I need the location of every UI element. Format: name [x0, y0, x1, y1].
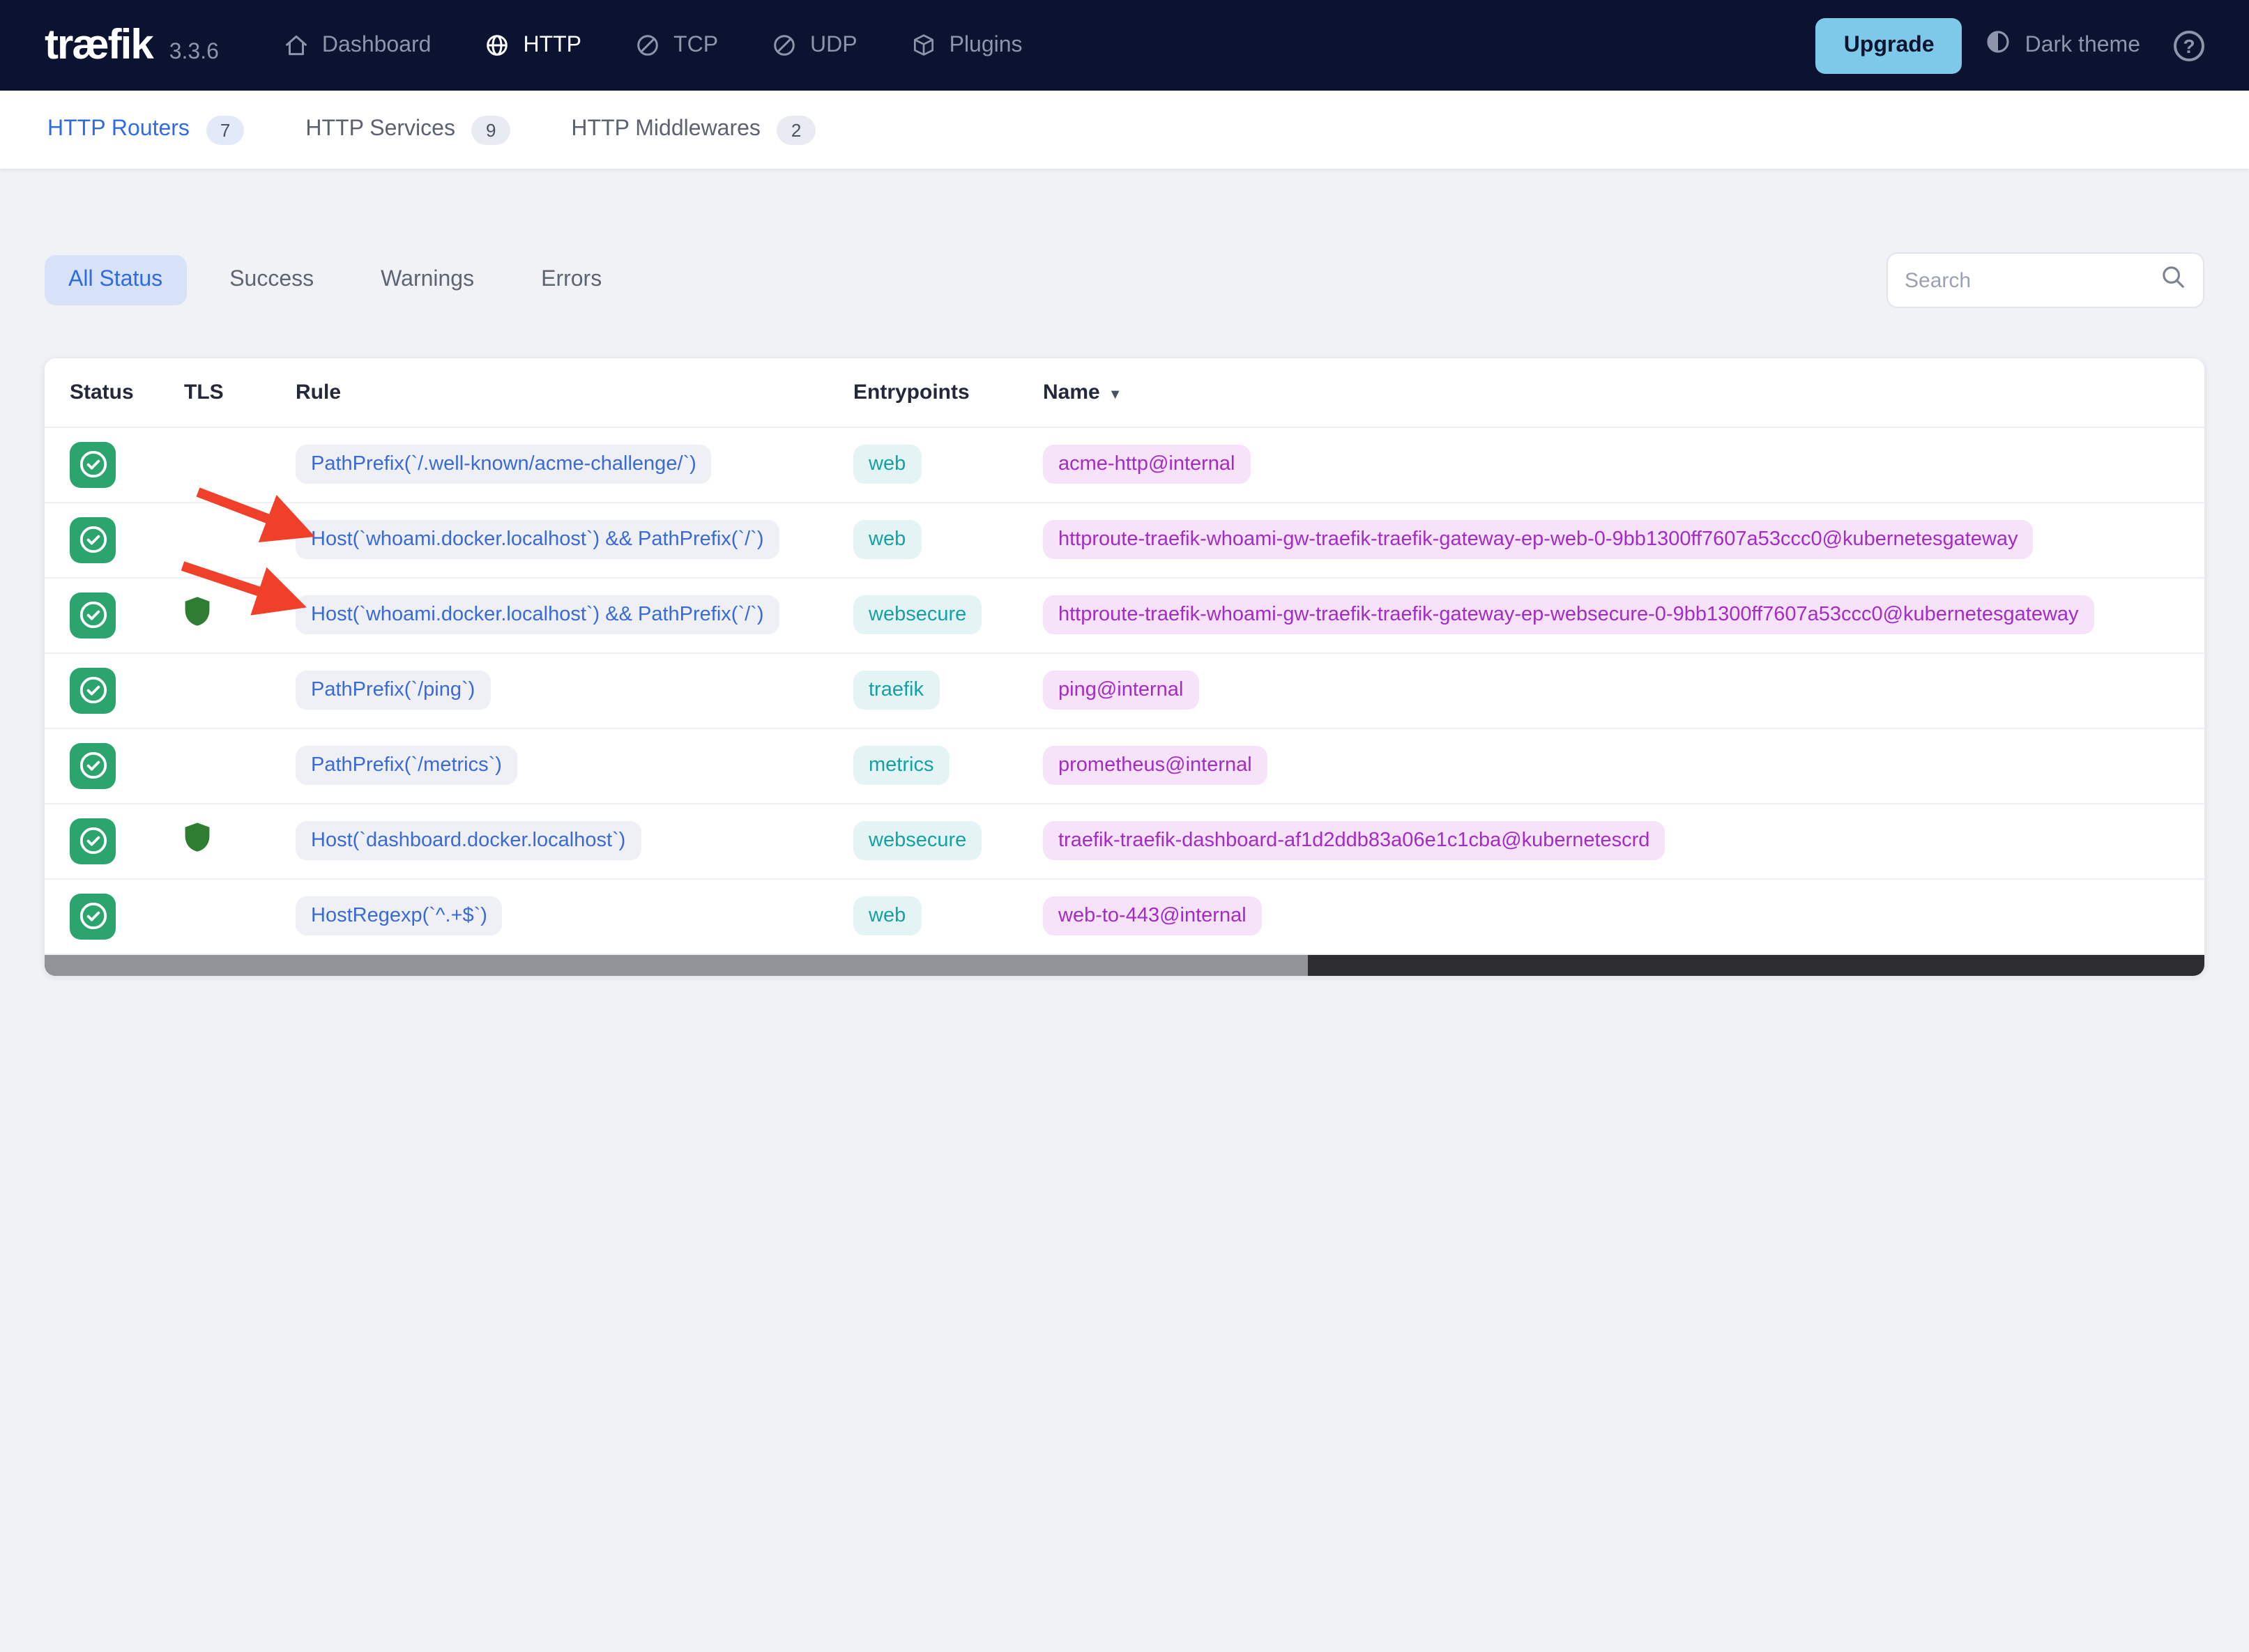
status-filters: All Status Success Warnings Errors: [45, 255, 625, 305]
udp-icon: [771, 32, 798, 59]
column-header-status[interactable]: Status: [45, 358, 184, 427]
nav-item-http[interactable]: HTTP: [484, 32, 581, 59]
nav-item-dashboard[interactable]: Dashboard: [283, 32, 432, 59]
filter-errors[interactable]: Errors: [541, 268, 602, 291]
nav-label: HTTP: [523, 33, 582, 56]
status-success-icon: [70, 667, 116, 713]
home-icon: [283, 32, 310, 59]
column-header-rule[interactable]: Rule: [296, 358, 853, 427]
tab-count-badge: 9: [471, 115, 510, 144]
status-success-icon: [70, 742, 116, 788]
router-rule[interactable]: HostRegexp(`^.+$`): [296, 896, 503, 935]
column-header-name[interactable]: Name ▼: [1043, 358, 2204, 427]
router-rule[interactable]: Host(`dashboard.docker.localhost`): [296, 821, 641, 860]
table-header-row: Status TLS Rule Entrypoints Name ▼: [45, 358, 2204, 427]
nav-label: TCP: [673, 33, 719, 56]
router-name: web-to-443@internal: [1043, 896, 1262, 935]
filter-warnings[interactable]: Warnings: [381, 268, 475, 291]
toolbar: All Status Success Warnings Errors: [45, 252, 2204, 308]
router-name: httproute-traefik-whoami-gw-traefik-trae…: [1043, 520, 2034, 559]
search-icon: [2160, 263, 2186, 297]
routers-table: Status TLS Rule Entrypoints Name ▼ PathPr: [45, 358, 2204, 954]
router-name: traefik-traefik-dashboard-af1d2ddb83a06e…: [1043, 821, 1665, 860]
tab-http-routers[interactable]: HTTP Routers 7: [47, 115, 245, 144]
table-row[interactable]: Host(`dashboard.docker.localhost`) webse…: [45, 803, 2204, 879]
table-row[interactable]: Host(`whoami.docker.localhost`) && PathP…: [45, 502, 2204, 578]
scrollbar-thumb[interactable]: [45, 954, 1309, 975]
router-name: httproute-traefik-whoami-gw-traefik-trae…: [1043, 595, 2094, 634]
tcp-icon: [634, 32, 661, 59]
status-success-icon: [70, 893, 116, 939]
tab-http-middlewares[interactable]: HTTP Middlewares 2: [571, 115, 816, 144]
tab-label: HTTP Middlewares: [571, 117, 761, 141]
brand: træfik 3.3.6: [45, 22, 219, 69]
router-entrypoints: web: [853, 520, 922, 559]
router-rule[interactable]: Host(`whoami.docker.localhost`) && PathP…: [296, 520, 779, 559]
table-row[interactable]: PathPrefix(`/.well-known/acme-challenge/…: [45, 427, 2204, 503]
router-rule[interactable]: PathPrefix(`/.well-known/acme-challenge/…: [296, 445, 712, 484]
router-entrypoints: websecure: [853, 821, 982, 860]
status-success-icon: [70, 517, 116, 563]
column-header-entrypoints[interactable]: Entrypoints: [853, 358, 1043, 427]
column-header-tls[interactable]: TLS: [184, 358, 296, 427]
nav-label: UDP: [810, 33, 857, 56]
nav-item-plugins[interactable]: Plugins: [910, 32, 1023, 59]
router-entrypoints: traefik: [853, 671, 939, 710]
top-navbar: træfik 3.3.6 Dashboard HTTP TCP: [0, 0, 2249, 91]
router-entrypoints: websecure: [853, 595, 982, 634]
upgrade-button[interactable]: Upgrade: [1815, 17, 1962, 73]
status-success-icon: [70, 592, 116, 638]
router-name: ping@internal: [1043, 671, 1199, 710]
nav-item-udp[interactable]: UDP: [771, 32, 857, 59]
router-rule[interactable]: Host(`whoami.docker.localhost`) && PathP…: [296, 595, 779, 634]
contrast-icon: [1985, 28, 2013, 63]
horizontal-scrollbar[interactable]: [45, 954, 2204, 975]
status-success-icon: [70, 818, 116, 864]
section-tabbar: HTTP Routers 7 HTTP Services 9 HTTP Midd…: [0, 91, 2249, 169]
search-input[interactable]: [1905, 268, 2160, 292]
router-name: acme-http@internal: [1043, 445, 1251, 484]
tls-shield-icon: [184, 821, 211, 853]
filter-success[interactable]: Success: [229, 268, 314, 291]
theme-label: Dark theme: [2025, 33, 2140, 56]
status-success-icon: [70, 441, 116, 487]
nav-label: Plugins: [949, 33, 1023, 56]
router-entrypoints: web: [853, 896, 922, 935]
plugins-icon: [910, 32, 937, 59]
version-label: 3.3.6: [169, 40, 219, 63]
tab-http-services[interactable]: HTTP Services 9: [305, 115, 510, 144]
router-rule[interactable]: PathPrefix(`/metrics`): [296, 746, 517, 785]
router-name: prometheus@internal: [1043, 746, 1267, 785]
nav-label: Dashboard: [321, 33, 432, 56]
nav-item-tcp[interactable]: TCP: [634, 32, 718, 59]
traefik-logo[interactable]: træfik: [45, 22, 154, 68]
table-row[interactable]: HostRegexp(`^.+$`) web web-to-443@intern…: [45, 878, 2204, 954]
tab-label: HTTP Services: [305, 117, 455, 141]
router-rule[interactable]: PathPrefix(`/ping`): [296, 671, 491, 710]
table-row[interactable]: Host(`whoami.docker.localhost`) && PathP…: [45, 577, 2204, 653]
globe-icon: [484, 32, 510, 59]
help-icon[interactable]: ?: [2174, 30, 2204, 61]
tab-label: HTTP Routers: [47, 117, 190, 141]
navbar-actions: Upgrade Dark theme ?: [1815, 17, 2204, 73]
tab-count-badge: 7: [206, 115, 245, 144]
tls-shield-icon: [184, 595, 211, 627]
sort-caret-icon: ▼: [1108, 387, 1122, 403]
theme-toggle[interactable]: Dark theme: [1985, 28, 2140, 63]
routers-table-card: Status TLS Rule Entrypoints Name ▼ PathPr: [45, 358, 2204, 975]
filter-all-status[interactable]: All Status: [45, 255, 187, 305]
table-row[interactable]: PathPrefix(`/ping`) traefik ping@interna…: [45, 652, 2204, 728]
table-row[interactable]: PathPrefix(`/metrics`) metrics prometheu…: [45, 728, 2204, 804]
router-entrypoints: web: [853, 445, 922, 484]
search-box: [1886, 252, 2204, 308]
tab-count-badge: 2: [777, 115, 816, 144]
router-entrypoints: metrics: [853, 746, 950, 785]
main-navigation: Dashboard HTTP TCP UDP: [283, 32, 1023, 59]
